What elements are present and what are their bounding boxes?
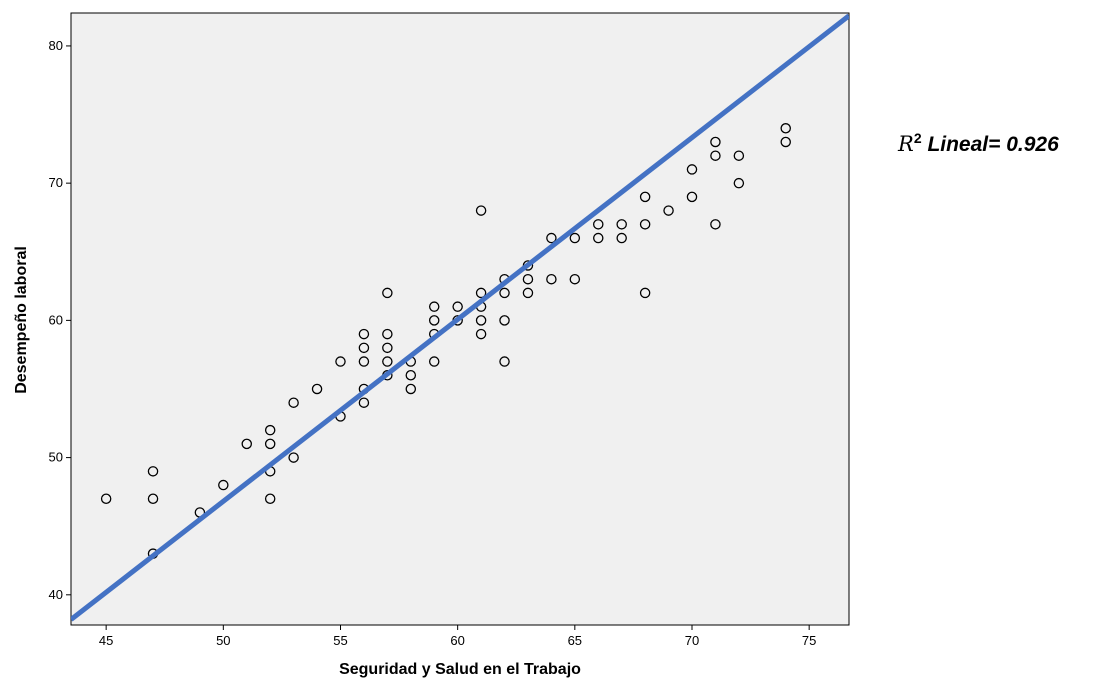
r-squared-symbol: R xyxy=(898,132,914,156)
data-point xyxy=(147,493,159,505)
data-point xyxy=(569,273,581,285)
x-axis: 45 50 55 60 65 70 75 xyxy=(99,625,816,648)
data-point xyxy=(733,150,745,161)
data-point xyxy=(522,287,534,299)
data-point xyxy=(264,424,276,436)
data-point xyxy=(264,493,276,505)
x-tick-label: 55 xyxy=(333,633,347,648)
data-point xyxy=(663,205,674,216)
data-point xyxy=(358,328,370,340)
data-point xyxy=(288,452,299,463)
data-point xyxy=(499,287,510,299)
data-point xyxy=(780,136,791,148)
data-point xyxy=(639,219,651,230)
y-tick-label: 70 xyxy=(49,175,63,190)
data-point xyxy=(593,219,604,230)
data-point xyxy=(475,315,487,326)
data-point xyxy=(147,466,159,477)
data-point xyxy=(686,164,698,175)
data-point xyxy=(218,479,229,491)
y-tick-label: 40 xyxy=(49,587,63,602)
x-tick-label: 50 xyxy=(216,633,230,648)
data-point xyxy=(710,219,721,230)
data-point xyxy=(569,232,581,244)
x-tick-label: 65 xyxy=(568,633,582,648)
data-point xyxy=(428,356,440,367)
data-point xyxy=(428,301,440,312)
x-axis-title: Seguridad y Salud en el Trabajo xyxy=(339,661,581,678)
data-point xyxy=(264,438,276,450)
data-point xyxy=(100,493,112,505)
data-point xyxy=(475,328,487,340)
data-point xyxy=(358,342,370,354)
y-tick-label: 60 xyxy=(49,312,63,327)
r-squared-exponent: 2 xyxy=(913,130,922,146)
data-point xyxy=(710,150,721,161)
data-point xyxy=(546,273,557,285)
data-point xyxy=(616,219,627,230)
data-point xyxy=(475,287,487,299)
x-tick-label: 70 xyxy=(685,633,699,648)
data-point xyxy=(405,370,417,381)
y-axis-title: Desempeño laboral xyxy=(13,246,30,394)
data-point xyxy=(335,356,346,367)
data-point xyxy=(522,273,534,285)
data-point xyxy=(499,356,510,367)
r-squared-text: Lineal= 0.926 xyxy=(921,133,1059,156)
data-point xyxy=(475,205,487,216)
data-point xyxy=(639,287,651,299)
y-tick-label: 50 xyxy=(49,450,63,465)
r-squared-annotation: R2 Lineal= 0.926 xyxy=(898,130,1059,157)
data-point xyxy=(358,356,370,367)
data-point xyxy=(686,191,698,203)
data-point xyxy=(382,328,393,340)
data-point xyxy=(452,301,463,312)
x-tick-label: 60 xyxy=(450,633,464,648)
fit-line-layer xyxy=(71,13,849,622)
data-point xyxy=(405,383,417,395)
data-point xyxy=(780,123,791,134)
data-point xyxy=(733,177,745,189)
data-point xyxy=(382,287,393,299)
x-tick-label: 45 xyxy=(99,633,113,648)
data-point xyxy=(710,136,721,148)
data-point xyxy=(499,315,510,326)
data-point xyxy=(382,356,393,367)
fit-line xyxy=(71,13,849,622)
data-point xyxy=(288,397,299,408)
data-point xyxy=(616,232,627,244)
y-tick-label: 80 xyxy=(49,38,63,53)
data-point xyxy=(358,397,370,408)
data-point xyxy=(311,383,323,395)
data-point xyxy=(546,232,557,244)
data-point xyxy=(241,438,253,450)
x-tick-label: 75 xyxy=(802,633,816,648)
data-point xyxy=(593,232,604,244)
data-point xyxy=(639,191,651,203)
data-point xyxy=(428,315,440,326)
data-point xyxy=(382,342,393,354)
y-axis: 40 50 60 70 80 xyxy=(49,38,71,602)
